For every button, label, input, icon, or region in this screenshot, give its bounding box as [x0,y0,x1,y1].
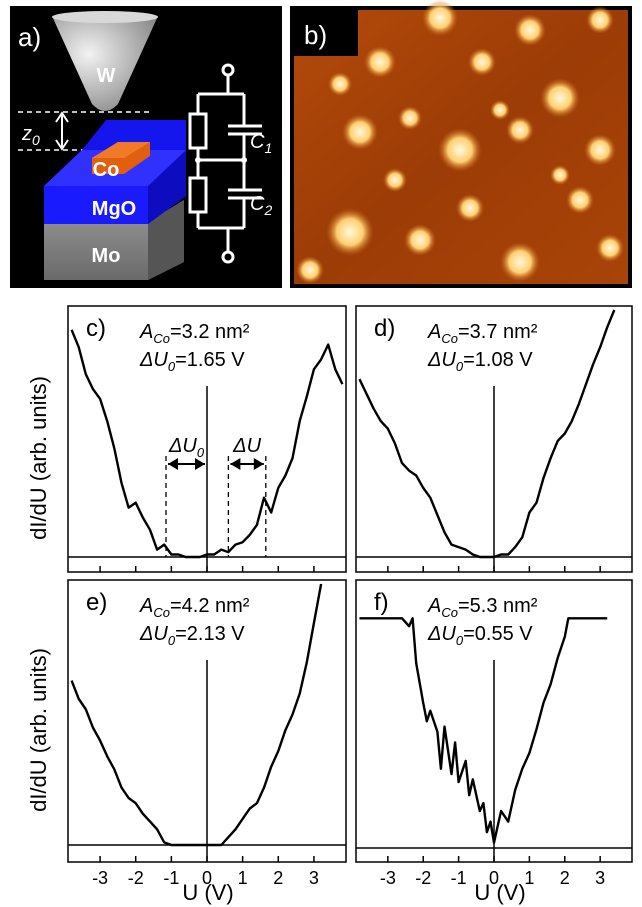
x-tick-label: 3 [595,868,605,888]
spectrum-line [70,329,344,559]
stm-island [566,186,594,214]
stm-island [422,0,458,36]
panel-a: a) W z0 Mo MgO Co [10,6,282,288]
stm-island [296,256,324,284]
z0-arrowheads [55,111,69,151]
chart-d: d) ACo=3.7 nm² ΔU0=1.08 V [355,305,633,573]
stm-island [383,168,407,192]
chart-e: -3 -2 -1 0 1 2 3 e) ACo=4.2 nm² ΔU0=2.13 V [67,579,347,888]
x-tick-label: 0 [489,868,499,888]
c1-label: C1 [250,131,272,156]
stm-island [326,208,374,256]
co-top [92,142,150,158]
ylabel-top: dI/dU (arb. units) [26,376,51,540]
stm-island [506,116,534,144]
spectrum-line [359,617,608,844]
z0-label: z0 [21,123,40,148]
stm-island [514,14,546,46]
spectrum-line [358,309,616,559]
tip-top [52,11,158,23]
circuit-node [195,157,201,163]
tip-label: W [97,65,116,87]
stm-island [586,6,614,34]
tip-cone [52,16,158,111]
du-arrowheads [230,458,264,470]
panel-label: d) [374,315,395,342]
stm-island [468,48,496,76]
x-tick-label: 2 [560,868,570,888]
stm-island [540,78,580,118]
x-tick-label: -2 [128,868,144,888]
du0-label: ΔU0 [168,435,205,460]
xlabel-left: U (V) [182,880,233,905]
stm-island [490,100,510,120]
mo-label: Mo [92,245,121,267]
stm-islands [296,0,624,284]
gap-annotation: ΔU0=1.08 V [427,349,533,374]
x-tick-label: -3 [92,868,108,888]
x-tick-label: 0 [202,868,212,888]
stm-island [328,72,352,96]
circuit-node [241,157,247,163]
x-tick-label: -2 [415,868,431,888]
area-annotation: ACo=3.2 nm² [139,321,250,346]
c2-label: C2 [250,193,272,218]
x-tick-label: 1 [524,868,534,888]
stm-island [398,106,422,130]
chart-c: c) ACo=3.2 nm² ΔU0=1.65 V ΔU0 ΔU [67,305,347,573]
x-tick-label: 3 [309,868,319,888]
mgo-label: MgO [92,198,136,220]
stm-island [550,165,570,185]
xlabel-right: U (V) [474,880,525,905]
panel-a-label: a) [18,22,41,52]
panel-b-label-box [294,10,358,56]
area-annotation: ACo=5.3 nm² [427,595,538,620]
du0-arrowheads [168,458,205,470]
stm-island [438,128,482,172]
du-label: ΔU [232,435,261,457]
area-annotation: ACo=4.2 nm² [139,595,250,620]
x-tick-label: -1 [451,868,467,888]
stm-island [364,46,396,78]
stm-island [596,234,624,262]
area-annotation: ACo=3.7 nm² [427,321,538,346]
stm-island [404,224,436,256]
panel-label: e) [86,589,107,616]
co-label: Co [93,159,120,181]
panel-b: b) [290,0,632,288]
circuit [188,63,262,264]
gap-annotation: ΔU0=2.13 V [139,623,245,648]
ylabel-bottom: dI/dU (arb. units) [26,648,51,812]
mgo-back [82,120,186,150]
spectrum-line [70,583,323,847]
stm-island [342,114,378,150]
x-tick-label: 2 [273,868,283,888]
x-tick-label: -3 [380,868,396,888]
panel-label: c) [86,315,106,342]
panel-label: f) [374,589,389,616]
gap-annotation: ΔU0=0.55 V [427,623,533,648]
x-tick-label: -1 [163,868,179,888]
stm-island [456,194,484,222]
x-tick-label: 1 [238,868,248,888]
mo-side [148,200,184,280]
stm-island [500,242,540,282]
chart-f: -3 -2 -1 0 1 2 3 f) ACo=5.3 nm² ΔU0=0.55 V [355,579,633,888]
mgo-side [148,150,186,224]
gap-annotation: ΔU0=1.65 V [139,349,245,374]
stm-island [584,134,616,166]
panel-b-label: b) [304,20,327,50]
spectra-panels: c) ACo=3.2 nm² ΔU0=1.65 V ΔU0 ΔU d) ACo=3.7 nm… [67,305,633,888]
